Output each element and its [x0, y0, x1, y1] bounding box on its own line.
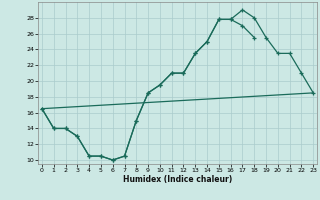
- X-axis label: Humidex (Indice chaleur): Humidex (Indice chaleur): [123, 175, 232, 184]
